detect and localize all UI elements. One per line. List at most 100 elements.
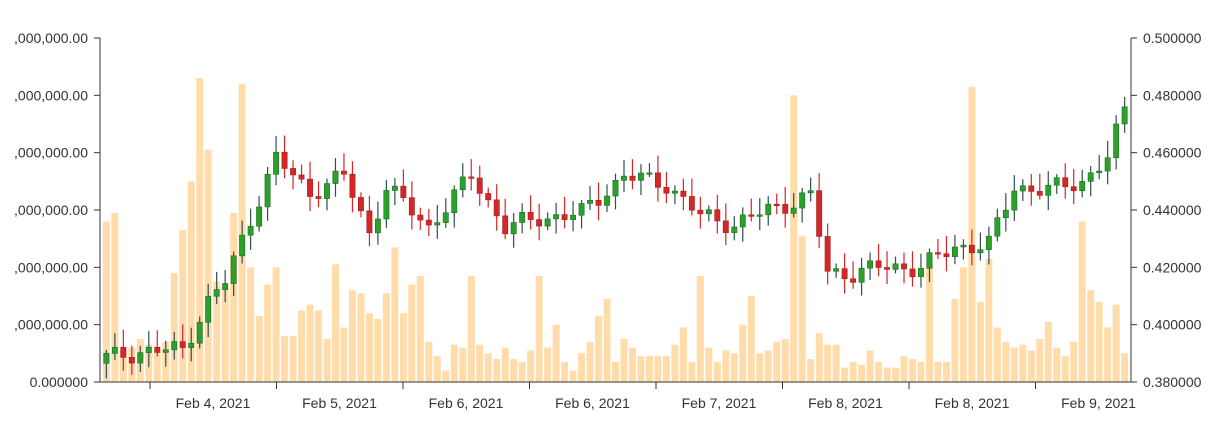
candle-up (145, 331, 152, 368)
candle-body (1036, 191, 1043, 196)
candle-down (773, 193, 780, 215)
candle-up (756, 198, 763, 231)
candle-body (951, 246, 958, 257)
volume-bar (484, 353, 492, 382)
volume-bar (264, 284, 272, 382)
candle-down (425, 208, 432, 236)
candle-up (1019, 179, 1026, 201)
volume-bar (561, 361, 569, 382)
candle-up (196, 316, 203, 349)
candle-down (816, 172, 823, 249)
candle-body (935, 252, 941, 255)
volume-bar (815, 333, 823, 382)
candle-body (1062, 177, 1069, 188)
candle-down (1062, 163, 1069, 199)
volume-bar (951, 298, 959, 382)
volume-bar (722, 350, 730, 382)
volume-bar (315, 310, 322, 382)
candle-body (918, 268, 924, 278)
candle-down (782, 186, 789, 228)
volume-bar (399, 313, 407, 382)
volume-bar (179, 230, 187, 382)
candle-down (527, 195, 534, 230)
volume-bar (187, 181, 195, 382)
candle-body (595, 199, 602, 206)
candle-body (544, 218, 551, 227)
x-tick-label: Feb 6, 2021 (429, 395, 504, 411)
candle-body (680, 190, 687, 197)
candle-down (1070, 169, 1077, 205)
volume-bar (425, 341, 433, 382)
candle-down (290, 160, 296, 190)
candle-body (638, 172, 644, 181)
candle-up (451, 185, 458, 228)
candle-down (298, 164, 305, 184)
candle-up (578, 199, 585, 229)
volume-bar (374, 318, 382, 382)
volume-bar (858, 364, 866, 382)
volume-bar (612, 361, 619, 382)
candle-up (858, 257, 865, 296)
candle-down (901, 252, 907, 284)
candle-body (493, 199, 500, 217)
volume-bar (450, 344, 458, 382)
candle-body (120, 346, 127, 358)
candle-body (374, 218, 381, 234)
volume-bar (306, 304, 314, 382)
candle-body (977, 249, 984, 254)
candle-up (926, 248, 933, 283)
volume-bar (917, 361, 925, 382)
volume-bar (535, 275, 543, 382)
candle-down (935, 238, 941, 260)
candle-up (374, 201, 381, 245)
candle-body (968, 244, 975, 254)
x-tick-label: Feb 8, 2021 (935, 395, 1010, 411)
candle-down (366, 195, 373, 247)
candle-body (145, 346, 152, 353)
candle-up (1002, 193, 1009, 232)
candle-body (222, 283, 229, 290)
candle-body (408, 197, 415, 216)
volume-bar (637, 356, 645, 382)
right-tick-label: 0.500000 (1143, 30, 1202, 46)
candle-body (391, 185, 398, 191)
volume-bar (391, 247, 399, 382)
candle-body (892, 263, 899, 270)
candle-body (162, 349, 169, 353)
candle-down (120, 329, 127, 371)
volume-bar (552, 324, 560, 382)
candle-up (391, 177, 398, 206)
candle-body (756, 214, 763, 217)
candle-up (239, 220, 246, 264)
volume-bar (518, 361, 526, 382)
volume-bar (527, 350, 535, 382)
candle-down (968, 229, 975, 266)
volume-bar (628, 347, 636, 382)
volume-bar (1070, 341, 1078, 382)
volume-bar (357, 293, 365, 382)
volume-bar (1019, 344, 1027, 382)
candle-body (425, 219, 432, 226)
volume-bar (332, 264, 339, 382)
candle-up (256, 195, 263, 232)
candle-body (196, 321, 203, 344)
candle-down (629, 159, 636, 190)
candle-down (943, 235, 950, 272)
candle-down (281, 135, 288, 179)
candle-up (442, 198, 449, 228)
candle-down (714, 195, 721, 234)
candle-up (1113, 115, 1120, 170)
candle-down (417, 207, 424, 230)
candle-body (213, 289, 220, 297)
candle-body (799, 192, 806, 209)
candle-up (1104, 140, 1111, 185)
volume-bar (993, 327, 1001, 382)
candle-up (247, 208, 254, 251)
candle-body (663, 187, 670, 194)
candle-down (128, 345, 135, 375)
volume-bar (798, 235, 806, 382)
candle-down (688, 178, 695, 216)
volume-bar (739, 324, 747, 382)
candle-body (434, 222, 441, 226)
candle-up (646, 163, 653, 178)
